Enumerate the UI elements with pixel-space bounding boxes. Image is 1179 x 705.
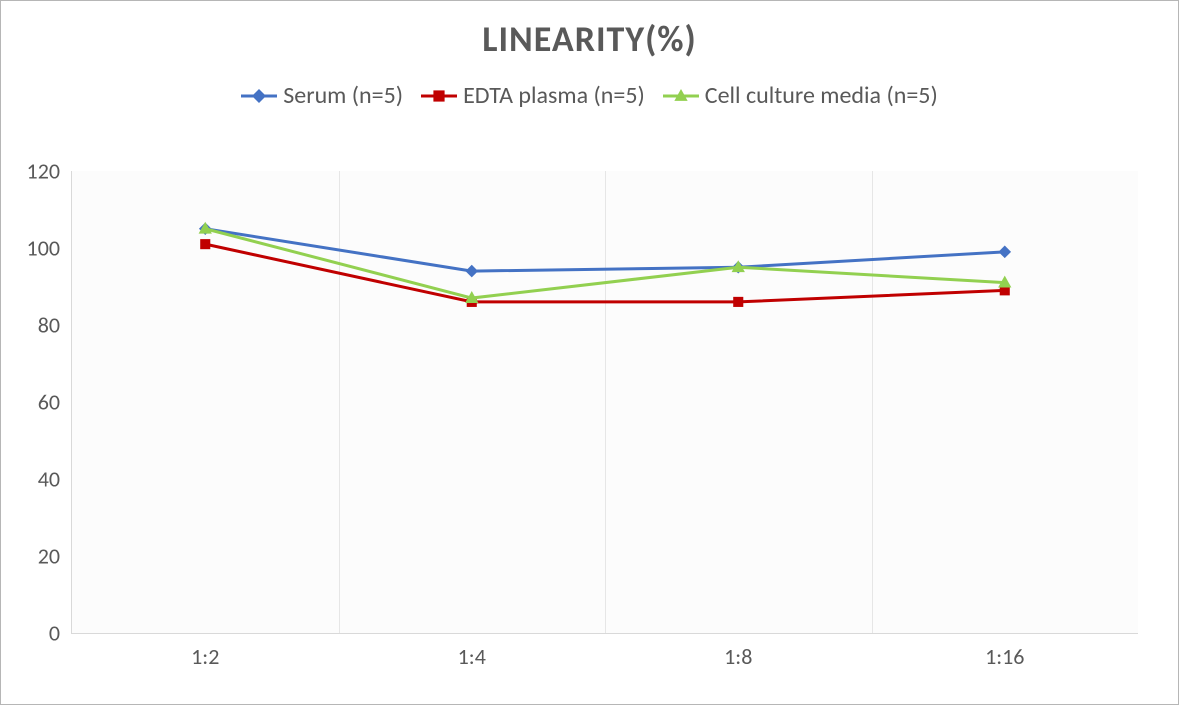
legend-item: Cell culture media (n=5) bbox=[663, 81, 938, 110]
legend-swatch bbox=[663, 89, 699, 103]
data-point bbox=[200, 239, 210, 249]
y-axis-tick-label: 20 bbox=[38, 543, 72, 570]
legend-label: Cell culture media (n=5) bbox=[705, 81, 938, 110]
legend-swatch bbox=[241, 89, 277, 103]
y-axis-tick-label: 120 bbox=[27, 158, 72, 185]
data-point bbox=[465, 265, 478, 278]
y-axis-tick-label: 40 bbox=[38, 466, 72, 493]
series-svg bbox=[72, 171, 1138, 633]
chart-title: LINEARITY(%) bbox=[1, 17, 1178, 61]
series-line bbox=[205, 229, 1005, 271]
series-line bbox=[205, 244, 1005, 302]
x-axis-tick-label: 1:2 bbox=[191, 633, 219, 670]
y-axis-tick-label: 0 bbox=[49, 620, 72, 647]
legend-label: Serum (n=5) bbox=[283, 81, 403, 110]
data-point bbox=[998, 246, 1011, 259]
linearity-chart: LINEARITY(%) Serum (n=5) EDTA plasma (n=5… bbox=[0, 0, 1179, 705]
data-point bbox=[733, 297, 743, 307]
x-axis-tick-label: 1:4 bbox=[458, 633, 486, 670]
series-line bbox=[205, 229, 1005, 298]
y-axis-tick-label: 80 bbox=[38, 312, 72, 339]
x-axis-tick-label: 1:16 bbox=[985, 633, 1024, 670]
legend-swatch bbox=[421, 89, 457, 103]
plot-area: 0204060801001201:21:41:81:16 bbox=[71, 171, 1138, 634]
y-axis-tick-label: 100 bbox=[27, 235, 72, 262]
x-axis-tick-label: 1:8 bbox=[724, 633, 752, 670]
legend-item: Serum (n=5) bbox=[241, 81, 403, 110]
y-axis-tick-label: 60 bbox=[38, 389, 72, 416]
legend-item: EDTA plasma (n=5) bbox=[421, 81, 645, 110]
legend-label: EDTA plasma (n=5) bbox=[463, 81, 645, 110]
chart-legend: Serum (n=5) EDTA plasma (n=5) Cell culture… bbox=[1, 81, 1178, 110]
